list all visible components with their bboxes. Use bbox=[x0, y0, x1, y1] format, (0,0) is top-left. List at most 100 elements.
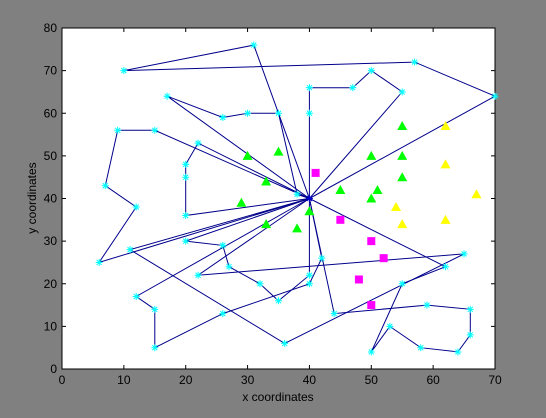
customer-marker bbox=[151, 126, 159, 134]
ticks-layer: 0 10 20 30 40 50 60 70 0 10 20 30 40 50 60 70 80 bbox=[44, 21, 502, 387]
x-axis-label: x coordinates bbox=[242, 390, 313, 404]
customer-marker bbox=[275, 297, 282, 305]
customer-marker bbox=[349, 84, 357, 92]
customer-marker bbox=[132, 203, 140, 211]
customer-marker bbox=[442, 263, 450, 271]
x-tick-label: 0 bbox=[59, 373, 66, 387]
customer-marker bbox=[330, 310, 338, 318]
green-triangle-marker bbox=[236, 197, 247, 207]
route-line-4 bbox=[185, 142, 310, 217]
y-tick-label: 20 bbox=[44, 277, 58, 291]
customer-marker bbox=[491, 92, 499, 100]
customer-marker bbox=[132, 293, 140, 301]
y-tick-label: 10 bbox=[44, 319, 58, 333]
customer-marker bbox=[398, 88, 406, 96]
y-tick-label: 30 bbox=[44, 234, 58, 248]
route-line-1 bbox=[123, 44, 497, 199]
route-line-6 bbox=[185, 198, 310, 302]
green-triangle-marker bbox=[397, 172, 408, 182]
customer-marker bbox=[417, 344, 425, 352]
magenta-square-marker bbox=[336, 215, 345, 224]
customer-marker bbox=[219, 114, 227, 122]
route-line-8 bbox=[128, 198, 465, 344]
customer-marker bbox=[423, 301, 431, 309]
green-triangle-marker bbox=[261, 176, 272, 186]
x-tick-label: 20 bbox=[179, 373, 193, 387]
customer-marker bbox=[250, 41, 258, 49]
yellow-triangle-marker bbox=[391, 202, 402, 212]
customer-marker bbox=[114, 126, 122, 134]
customer-marker bbox=[194, 271, 202, 279]
green-triangle-marker bbox=[292, 223, 303, 233]
customer-marker bbox=[275, 109, 282, 117]
customer-marker bbox=[293, 190, 301, 198]
customer-marker bbox=[182, 237, 190, 245]
customer-marker bbox=[466, 331, 474, 339]
customer-marker bbox=[95, 258, 103, 266]
magenta-square-marker bbox=[367, 301, 376, 310]
y-tick-label: 50 bbox=[44, 149, 58, 163]
green-triangle-marker bbox=[397, 150, 408, 160]
y-tick-label: 70 bbox=[44, 64, 58, 78]
customer-marker bbox=[225, 263, 233, 271]
y-tick-label: 60 bbox=[44, 106, 58, 120]
customer-marker bbox=[281, 339, 289, 347]
green-triangle-marker bbox=[366, 193, 377, 203]
x-tick-label: 40 bbox=[303, 373, 317, 387]
green-triangle-marker bbox=[273, 146, 284, 156]
route-line-9 bbox=[308, 198, 471, 353]
customer-marker bbox=[194, 139, 202, 147]
customer-marker bbox=[182, 212, 190, 220]
customer-marker bbox=[305, 280, 313, 288]
y-tick-label: 40 bbox=[44, 192, 58, 206]
route-line-7 bbox=[135, 198, 323, 349]
markers-layer bbox=[95, 41, 499, 356]
customer-marker bbox=[305, 109, 313, 117]
customer-marker bbox=[182, 173, 190, 181]
magenta-square-marker bbox=[367, 237, 376, 246]
plot-area bbox=[61, 27, 496, 370]
customer-marker bbox=[120, 67, 128, 75]
yellow-triangle-marker bbox=[440, 159, 451, 169]
x-tick-label: 70 bbox=[488, 373, 502, 387]
customer-marker bbox=[151, 305, 159, 313]
customer-marker bbox=[126, 246, 134, 254]
customer-marker bbox=[244, 109, 252, 117]
customer-marker bbox=[466, 305, 474, 313]
yellow-triangle-marker bbox=[471, 189, 482, 199]
x-tick-label: 50 bbox=[365, 373, 379, 387]
x-tick-label: 60 bbox=[426, 373, 440, 387]
customer-marker bbox=[367, 348, 375, 356]
green-triangle-marker bbox=[304, 206, 315, 216]
customer-marker bbox=[256, 280, 264, 288]
customer-marker bbox=[305, 84, 313, 92]
customer-marker bbox=[182, 160, 190, 168]
customer-marker bbox=[219, 310, 227, 318]
customer-marker bbox=[305, 271, 313, 279]
yellow-triangle-marker bbox=[440, 214, 451, 224]
green-triangle-marker bbox=[242, 150, 253, 160]
customer-marker bbox=[367, 67, 375, 75]
customer-marker bbox=[163, 92, 171, 100]
y-tick-label: 0 bbox=[50, 362, 57, 376]
customer-marker bbox=[386, 322, 394, 330]
green-triangle-marker bbox=[261, 219, 272, 229]
depot-marker bbox=[305, 195, 313, 202]
x-tick-label: 10 bbox=[117, 373, 131, 387]
yellow-triangle-marker bbox=[397, 219, 408, 229]
green-triangle-marker bbox=[397, 121, 408, 131]
magenta-square-marker bbox=[379, 254, 388, 263]
customer-marker bbox=[411, 58, 419, 66]
customer-marker bbox=[454, 348, 462, 356]
customer-marker bbox=[219, 241, 227, 249]
customer-marker bbox=[101, 182, 109, 190]
magenta-square-marker bbox=[311, 168, 320, 177]
customer-marker bbox=[460, 250, 468, 258]
green-triangle-marker bbox=[335, 184, 346, 194]
magenta-square-marker bbox=[354, 275, 363, 284]
y-tick-label: 80 bbox=[44, 21, 58, 35]
customer-marker bbox=[318, 254, 326, 262]
x-tick-label: 30 bbox=[241, 373, 255, 387]
